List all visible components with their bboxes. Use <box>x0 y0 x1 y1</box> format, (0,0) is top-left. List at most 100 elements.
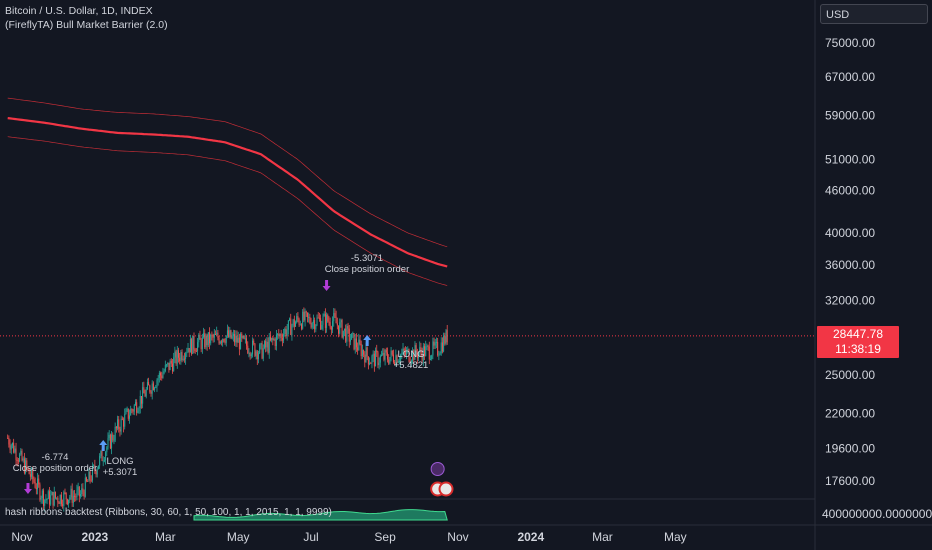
candle-body <box>29 474 31 477</box>
candle-body <box>112 434 114 441</box>
candle-body <box>139 396 141 409</box>
annotation-value: +5.3071 <box>102 467 138 478</box>
candle-body <box>334 313 336 317</box>
candle-body <box>28 468 30 475</box>
candle-body <box>240 333 242 350</box>
candle-body <box>292 319 294 326</box>
candle-body <box>412 350 414 361</box>
time-tick-label: Nov <box>447 530 468 544</box>
candle-body <box>316 317 318 325</box>
candle-body <box>235 335 237 343</box>
candle-body <box>17 460 19 462</box>
candle-body <box>433 341 435 346</box>
candle-body <box>195 351 197 353</box>
candle-body <box>268 336 270 353</box>
hash-ribbons-label: hash ribbons backtest (Ribbons, 30, 60, … <box>5 507 332 518</box>
candle-body <box>94 465 96 471</box>
candle-body <box>166 364 168 366</box>
candle-body <box>20 450 22 455</box>
candle-body <box>437 341 439 356</box>
candle-body <box>395 355 397 365</box>
candle-body <box>335 316 337 324</box>
candle-body <box>345 328 347 342</box>
candle-body <box>342 330 344 338</box>
candle-body <box>189 338 191 353</box>
candle-body <box>226 330 228 336</box>
candle-body <box>286 329 288 337</box>
candle-body <box>290 318 292 335</box>
candle-body <box>76 490 78 498</box>
candle-body <box>382 352 384 356</box>
candle-body <box>389 357 391 364</box>
candle-body <box>26 460 28 468</box>
candle-body <box>232 333 234 337</box>
currency-selector[interactable]: USD <box>820 4 928 24</box>
candle-body <box>157 378 159 381</box>
time-tick-label: 2023 <box>82 530 109 544</box>
annotation-value: +5.4821 <box>393 360 429 371</box>
candle-body <box>352 333 354 335</box>
candle-body <box>231 336 233 339</box>
candle-body <box>256 351 258 360</box>
candle-body <box>357 347 359 351</box>
candle-body <box>22 458 24 461</box>
candle-body <box>248 352 250 354</box>
candle-body <box>373 353 375 367</box>
candle-body <box>101 450 103 461</box>
candle-body <box>69 497 71 500</box>
candle-body <box>358 339 360 351</box>
candle-body <box>34 481 36 488</box>
candle-body <box>415 345 417 354</box>
candle-body <box>273 339 275 341</box>
candle-body <box>320 318 322 330</box>
time-tick-label: Nov <box>11 530 32 544</box>
candle-body <box>81 488 83 495</box>
candle-body <box>186 352 188 354</box>
bar-countdown: 11:38:19 <box>835 342 881 356</box>
candle-body <box>446 330 448 343</box>
time-tick-label: Mar <box>155 530 176 544</box>
candle-body <box>391 350 393 355</box>
candle-body <box>377 352 379 366</box>
candle-body <box>137 411 139 413</box>
annotation-long-1: LONG +5.3071 <box>94 456 146 478</box>
candle-body <box>252 340 254 355</box>
candle-body <box>236 335 238 343</box>
candle-body <box>65 492 67 500</box>
candle-body <box>295 322 297 327</box>
candle-body <box>416 353 418 359</box>
time-tick-label: May <box>227 530 250 544</box>
candle-body <box>187 348 189 353</box>
candle-body <box>114 426 116 441</box>
candle-body <box>246 338 248 346</box>
candle-body <box>434 342 436 346</box>
candle-body <box>156 380 158 387</box>
candle-body <box>145 389 147 397</box>
candle-body <box>214 333 216 335</box>
candle-body <box>83 491 85 497</box>
candle-body <box>259 344 261 354</box>
candle-body <box>330 327 332 330</box>
candle-body <box>353 333 355 350</box>
candle-body <box>304 311 306 321</box>
candle-body <box>197 342 199 352</box>
hash-ribbons-value: 400000000.00000000 <box>822 507 932 521</box>
candle-body <box>424 346 426 357</box>
candle-body <box>278 333 280 337</box>
candle-body <box>360 344 362 357</box>
candle-body <box>315 324 317 330</box>
candle-body <box>85 477 87 481</box>
candle-body <box>392 354 394 362</box>
candle-body <box>220 341 222 343</box>
candle-body <box>376 350 378 353</box>
candle-body <box>291 325 293 335</box>
candle-body <box>396 355 398 363</box>
candle-body <box>266 341 268 348</box>
candle-body <box>346 326 348 342</box>
candle-body <box>429 359 431 361</box>
candle-body <box>118 419 120 430</box>
candle-body <box>71 488 73 503</box>
candle-body <box>63 492 65 506</box>
candle-body <box>87 480 89 482</box>
